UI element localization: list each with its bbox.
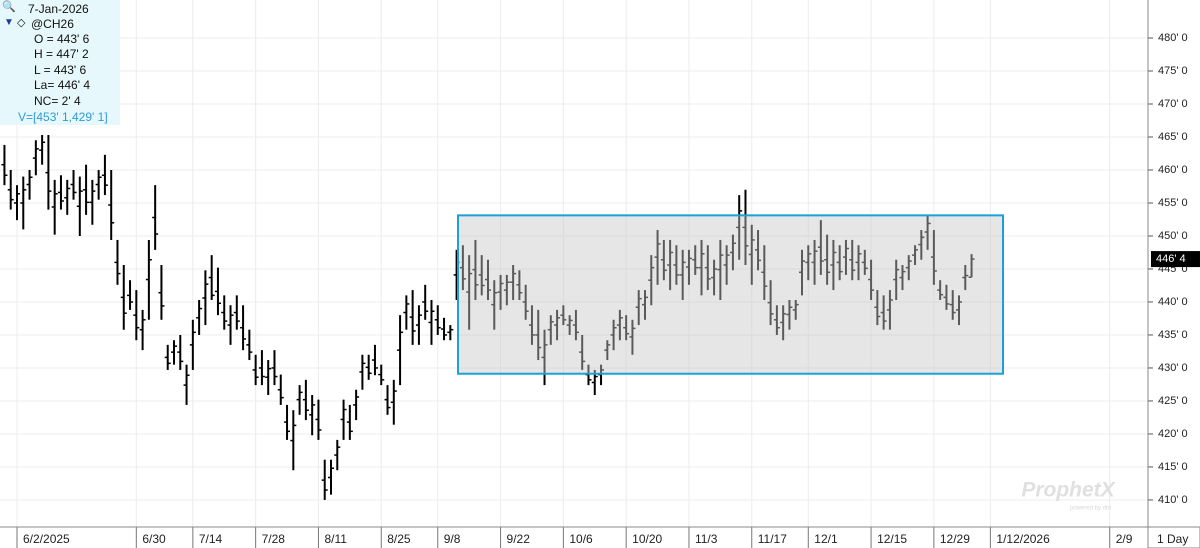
interval-label: 1 Day [1157,532,1188,546]
x-tick-label: 9/22 [507,532,531,546]
x-tick-label: 12/29 [940,532,970,546]
range-box [457,214,1004,375]
interval-box [1147,526,1200,548]
symbol-icon: ◇ [17,17,26,29]
y-tick-label: 475' 0 [1158,65,1188,77]
collapse-icon[interactable]: ▼ [4,17,14,28]
y-tick-label: 480' 0 [1158,32,1188,44]
y-tick-label: 435' 0 [1158,329,1188,341]
x-tick-label: 7/14 [199,532,223,546]
x-tick-label: 10/20 [632,532,662,546]
info-line: H = 447' 2 [34,47,89,61]
y-tick-label: 460' 0 [1158,164,1188,176]
x-tick-label: 11/3 [695,532,718,546]
info-line: La= 446' 4 [34,78,91,92]
last-price-label: 446' 4 [1156,253,1186,265]
x-tick-label: 7/28 [262,532,286,546]
x-tick-label: 12/15 [877,532,907,546]
info-line: L = 443' 6 [34,63,87,77]
x-tick-label: 11/17 [758,532,787,546]
y-tick-label: 420' 0 [1158,428,1188,440]
x-tick-label: 9/8 [444,532,461,546]
info-symbol: @CH26 [31,17,74,31]
info-date: 7-Jan-2026 [28,2,89,16]
price-series [1,135,975,500]
info-line: NC= 2' 4 [34,94,81,108]
x-tick-label: 6/2/2025 [23,532,70,546]
y-tick-label: 425' 0 [1158,395,1188,407]
x-tick-label: 2/9 [1116,532,1133,546]
x-tick-label: 8/25 [387,532,411,546]
watermark: ProphetX [1021,479,1116,502]
y-tick-label: 415' 0 [1158,461,1188,473]
y-tick-label: 410' 0 [1158,494,1188,506]
last-price-box [1151,251,1200,268]
box-label: V=[453' 1,429' 1] [18,110,108,124]
y-tick-label: 450' 0 [1158,230,1188,242]
y-tick-label: 440' 0 [1158,296,1188,308]
y-tick-label: 430' 0 [1158,362,1188,374]
x-tick-label: 10/6 [569,532,593,546]
x-tick-label: 6/30 [142,532,166,546]
y-tick-label: 455' 0 [1158,197,1188,209]
y-tick-label: 465' 0 [1158,131,1188,143]
watermark-sub: powered by dtn [1070,506,1111,512]
search-icon[interactable]: 🔍 [2,1,16,13]
info-panel: 🔍 7-Jan-2026 ▼ ◇ @CH26 O = 443' 6 H = 44… [0,0,120,125]
y-tick-label: 470' 0 [1158,98,1188,110]
x-tick-label: 1/12/2026 [996,532,1050,546]
x-tick-label: 12/1 [814,532,838,546]
info-line: O = 443' 6 [34,32,90,46]
x-tick-label: 8/11 [324,532,347,546]
